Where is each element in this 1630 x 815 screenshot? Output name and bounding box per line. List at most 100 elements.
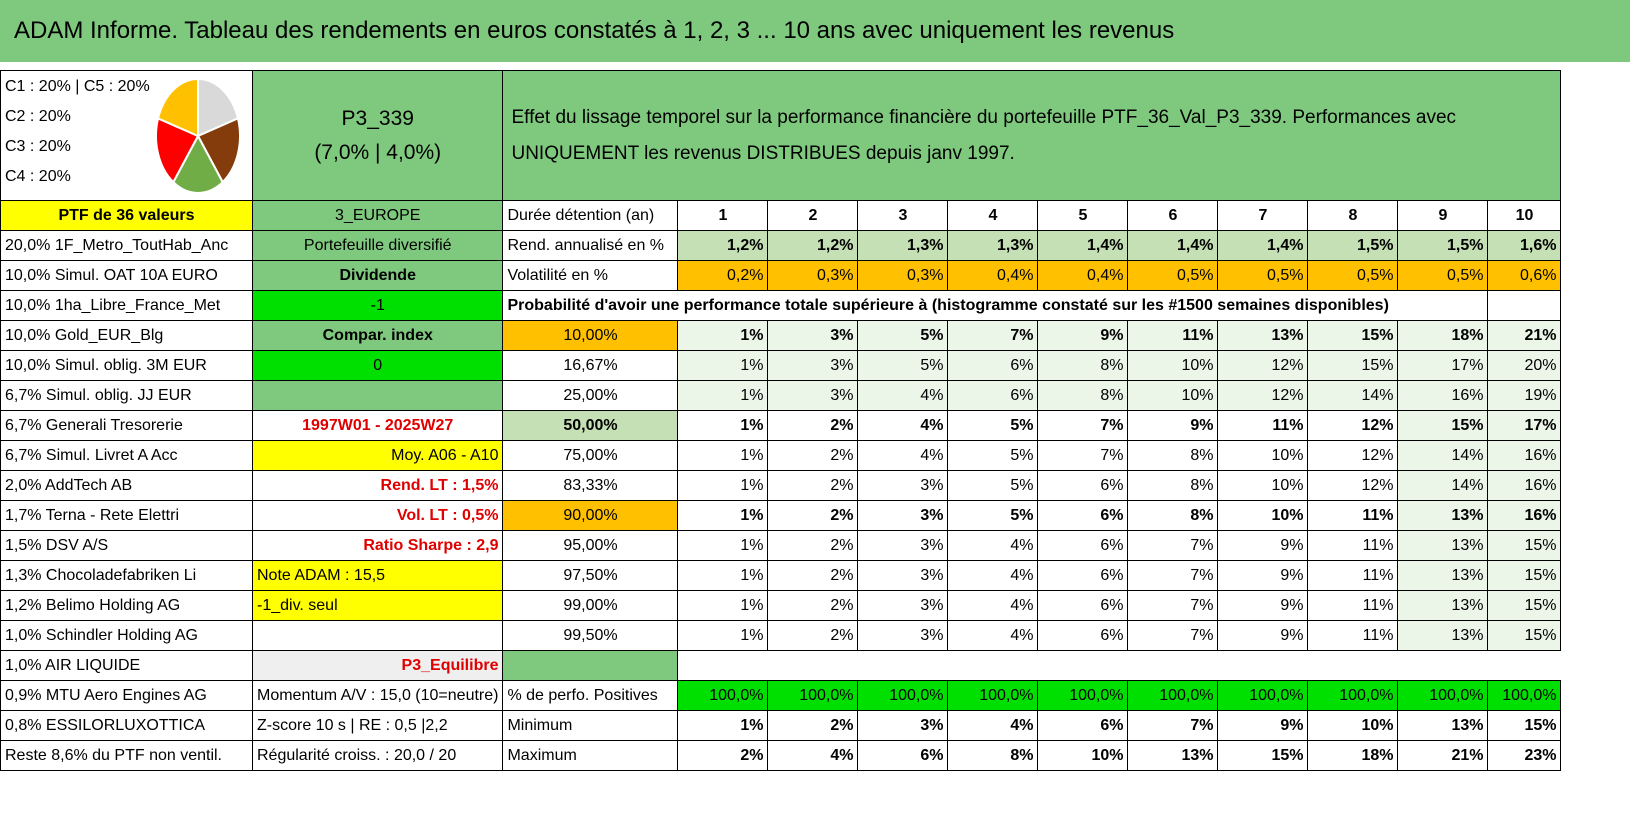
year-header: 10: [1487, 200, 1562, 231]
positive-value: 100,0%: [1217, 680, 1309, 711]
quantile-value: 3%: [857, 500, 949, 531]
holding-row-label: 0,9% MTU Aero Engines AG: [0, 680, 253, 711]
maximum-value: 8%: [947, 740, 1039, 771]
rend-value: 1,3%: [947, 230, 1039, 261]
minimum-value: 1%: [677, 710, 769, 741]
quantile-value: 4%: [947, 620, 1039, 651]
quantile-value: 6%: [1037, 620, 1129, 651]
quantile-probability: 99,50%: [502, 620, 679, 651]
div-seul-label: -1_div. seul: [251, 590, 504, 621]
quantile-value: 1%: [677, 410, 769, 441]
holding-row-label: Reste 8,6% du PTF non ventil.: [0, 740, 253, 771]
quantile-value: 4%: [947, 590, 1039, 621]
maximum-value: 4%: [767, 740, 859, 771]
zero-value: 0: [251, 350, 504, 381]
rend-value: 1,2%: [767, 230, 859, 261]
vol-value: 0,3%: [767, 260, 859, 291]
rend-value: 1,4%: [1217, 230, 1309, 261]
quantile-value: 7%: [1127, 560, 1219, 591]
quantile-value: 13%: [1397, 620, 1489, 651]
quantile-value: 14%: [1397, 440, 1489, 471]
year-header: 7: [1217, 200, 1309, 231]
pie-slice: [196, 116, 241, 184]
vol-value: 0,5%: [1307, 260, 1399, 291]
positive-value: 100,0%: [1307, 680, 1399, 711]
quantile-value: 3%: [767, 320, 859, 351]
quantile-value: 12%: [1217, 380, 1309, 411]
holding-row-label: 6,7% Simul. oblig. JJ EUR: [0, 380, 253, 411]
vol-value: 0,2%: [677, 260, 769, 291]
quantile-value: 17%: [1397, 350, 1489, 381]
quantile-value: 13%: [1397, 500, 1489, 531]
minimum-value: 2%: [767, 710, 859, 741]
vol-value: 0,5%: [1397, 260, 1489, 291]
portfolio-params: (7,0% | 4,0%): [314, 140, 442, 164]
portfolio-code-cell: P3_339 (7,0% | 4,0%): [251, 70, 504, 201]
minimum-value: 6%: [1037, 710, 1129, 741]
holding-row-label: 1,3% Chocoladefabriken Li: [0, 560, 253, 591]
minimum-value: 3%: [857, 710, 949, 741]
quantile-probability: 97,50%: [502, 560, 679, 591]
note-adam-label: Note ADAM : 15,5: [251, 560, 504, 591]
rend-value: 1,4%: [1037, 230, 1129, 261]
quantile-value: 3%: [857, 590, 949, 621]
quantile-value: 18%: [1397, 320, 1489, 351]
quantile-value: 13%: [1217, 320, 1309, 351]
pie-slice: [155, 116, 200, 184]
quantile-value: 21%: [1487, 320, 1562, 351]
moy-label: Moy. A06 - A10: [251, 440, 504, 471]
quantile-probability: 90,00%: [502, 500, 679, 531]
description-text: Effet du lissage temporel sur la perform…: [511, 106, 1457, 164]
quantile-value: 3%: [857, 620, 949, 651]
quantile-value: 2%: [767, 410, 859, 441]
quantile-value: 17%: [1487, 410, 1562, 441]
quantile-value: 11%: [1307, 500, 1399, 531]
positive-value: 100,0%: [1487, 680, 1562, 711]
quantile-value: 16%: [1397, 380, 1489, 411]
quantile-value: 15%: [1487, 590, 1562, 621]
compar-index-label: Compar. index: [251, 320, 504, 351]
holding-row-label: 0,8% ESSILORLUXOTTICA: [0, 710, 253, 741]
quantile-value: 1%: [677, 620, 769, 651]
duration-label: Durée détention (an): [502, 200, 679, 231]
quantile-value: 6%: [1037, 530, 1129, 561]
quantile-value: 12%: [1307, 440, 1399, 471]
quantile-value: 8%: [1127, 440, 1219, 471]
rend-value: 1,2%: [677, 230, 769, 261]
quantile-value: 7%: [947, 320, 1039, 351]
quantile-value: 11%: [1307, 530, 1399, 561]
quantile-value: 7%: [1127, 620, 1219, 651]
quantile-value: 10%: [1127, 380, 1219, 411]
quantile-value: 9%: [1217, 590, 1309, 621]
quantile-value: 9%: [1127, 410, 1219, 441]
quantile-value: 13%: [1397, 560, 1489, 591]
quantile-value: 19%: [1487, 380, 1562, 411]
maximum-value: 2%: [677, 740, 769, 771]
minimum-value: 4%: [947, 710, 1039, 741]
quantile-value: 15%: [1487, 530, 1562, 561]
allocation-cell: C1 : 20% | C5 : 20% C2 : 20% C3 : 20% C4…: [0, 70, 253, 201]
quantile-value: 11%: [1307, 590, 1399, 621]
quantile-probability: 83,33%: [502, 470, 679, 501]
profile-label: P3_Equilibre: [251, 650, 504, 681]
quantile-value: 14%: [1307, 380, 1399, 411]
holding-row-label: 1,0% Schindler Holding AG: [0, 620, 253, 651]
quantile-value: 3%: [857, 470, 949, 501]
maximum-value: 21%: [1397, 740, 1489, 771]
rend-label: Rend. annualisé en %: [502, 230, 679, 261]
ptf-label: PTF de 36 valeurs: [0, 200, 253, 231]
quantile-value: 15%: [1397, 410, 1489, 441]
quantile-value: 7%: [1127, 590, 1219, 621]
positive-value: 100,0%: [1397, 680, 1489, 711]
quantile-value: 6%: [1037, 590, 1129, 621]
holding-row-label: 10,0% 1ha_Libre_France_Met: [0, 290, 253, 321]
rend-value: 1,6%: [1487, 230, 1562, 261]
maximum-value: 15%: [1217, 740, 1309, 771]
holding-row-label: 1,0% AIR LIQUIDE: [0, 650, 253, 681]
quantile-value: 11%: [1307, 560, 1399, 591]
vol-value: 0,3%: [857, 260, 949, 291]
rend-value: 1,5%: [1307, 230, 1399, 261]
year-header: 6: [1127, 200, 1219, 231]
quantile-probability: 16,67%: [502, 350, 679, 381]
quantile-value: 4%: [947, 530, 1039, 561]
